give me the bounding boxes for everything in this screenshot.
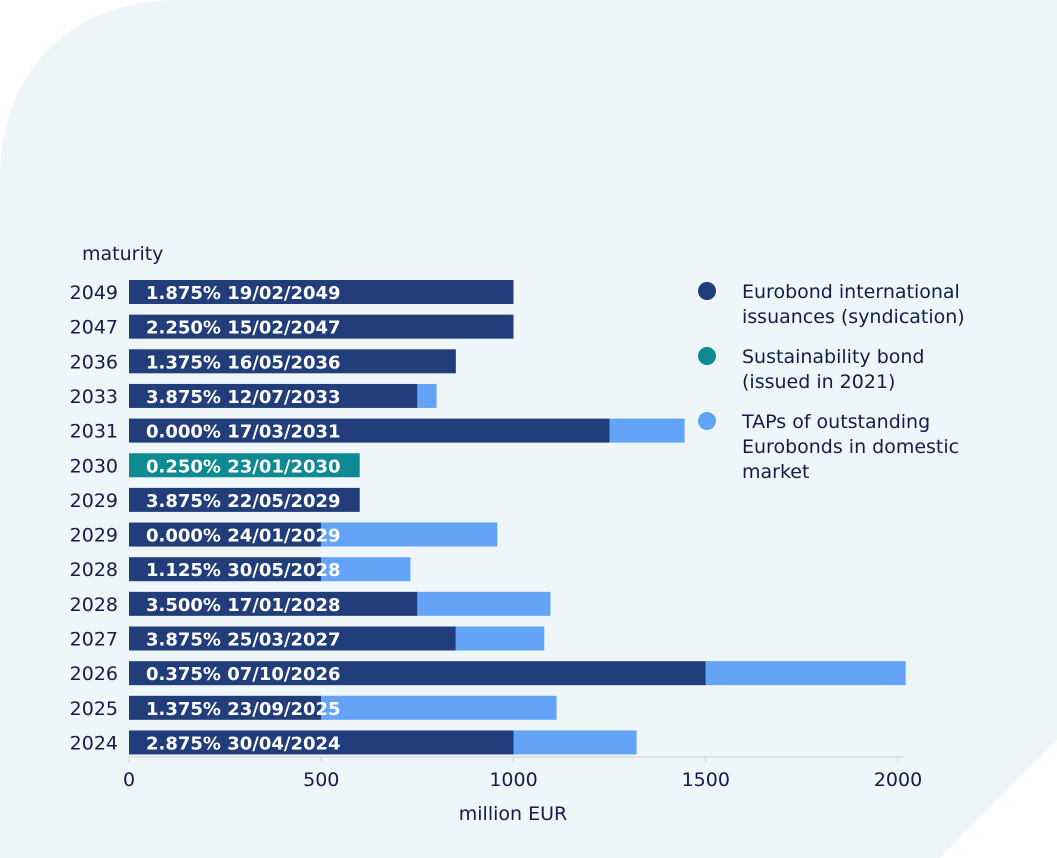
legend-label: (issued in 2021) (742, 371, 895, 393)
legend-label: Eurobond international (742, 281, 960, 303)
legend-label: TAPs of outstanding (741, 411, 930, 433)
legend: Eurobond international issuances (syndica… (698, 281, 965, 483)
bar-2025-series-2-row-12 (321, 695, 557, 720)
legend-label: market (742, 461, 809, 483)
x-axis: 0 500 1000 1500 2000 (123, 756, 922, 791)
bar-2028-series-0-row-9 (129, 591, 418, 616)
y-tick-label: 2026 (70, 663, 118, 685)
bar-label: 2.875% 30/04/2024 (146, 733, 341, 754)
y-tick-label: 2030 (70, 455, 118, 477)
bar-2033-series-2-row-3 (417, 383, 437, 408)
bar-2029-series-2-row-7 (321, 522, 498, 547)
bar-2029-series-0-row-7 (129, 522, 322, 547)
y-tick-label: 2036 (70, 351, 118, 373)
legend-item-2: TAPs of outstanding Eurobonds in domestic… (698, 411, 959, 483)
x-tick-label: 500 (303, 769, 339, 791)
bar-2030-series-1-row-5 (129, 453, 360, 478)
bar-label: 1.875% 19/02/2049 (146, 283, 341, 304)
y-tick-label: 2028 (70, 594, 118, 616)
bar-label: 3.875% 12/07/2033 (146, 387, 341, 408)
bar-2029-series-0-row-6 (129, 487, 360, 512)
bar-2028-series-2-row-9 (417, 591, 551, 616)
y-tick-label: 2029 (70, 525, 118, 547)
bar-label: 0.375% 07/10/2026 (146, 664, 341, 685)
y-tick-label: 2029 (70, 490, 118, 512)
y-tick-label: 2025 (70, 698, 118, 720)
bar-label: 1.375% 23/09/2025 (146, 699, 341, 720)
bar-label: 2.250% 15/02/2047 (146, 318, 341, 339)
bar-2031-series-2-row-4 (609, 418, 685, 443)
bar-label: 0.250% 23/01/2030 (146, 456, 341, 477)
bar-2031-series-0-row-4 (129, 418, 610, 443)
y-tick-label: 2024 (70, 732, 118, 754)
y-tick-label: 2033 (70, 386, 118, 408)
bar-2049-series-0-row-0 (129, 280, 514, 304)
bar-label: 3.875% 22/05/2029 (146, 491, 341, 512)
y-tick-label: 2049 (70, 282, 118, 304)
x-tick-label: 1000 (489, 769, 537, 791)
legend-label: Eurobonds in domestic (742, 436, 959, 458)
x-tick-label: 1500 (682, 769, 730, 791)
legend-label: issuances (syndication) (742, 306, 965, 328)
y-tick-label: 2027 (70, 629, 118, 651)
bar-2028-series-2-row-8 (321, 557, 411, 582)
y-tick-label: 2028 (70, 559, 118, 581)
bar-label: 3.500% 17/01/2028 (146, 595, 341, 616)
bar-2026-series-2-row-11 (705, 661, 906, 686)
bar-labels: 1.875% 19/02/2049 2.250% 15/02/2047 1.375%… (146, 283, 341, 754)
x-tick-label: 0 (123, 769, 135, 791)
x-tick-label: 2000 (874, 769, 922, 791)
bar-label: 3.875% 25/03/2027 (146, 630, 341, 651)
bar-2033-series-0-row-3 (129, 383, 418, 408)
bar-2027-series-2-row-10 (455, 626, 545, 651)
legend-item-1: Sustainability bond (issued in 2021) (698, 346, 924, 393)
bar-label: 1.375% 16/05/2036 (146, 352, 341, 373)
x-axis-title: million EUR (459, 803, 567, 825)
bar-2027-series-0-row-10 (129, 626, 456, 651)
y-tick-labels: 2049 2047 2036 2033 2031 2030 2029 2029 2028 2028… (70, 282, 118, 754)
legend-label: Sustainability bond (742, 346, 924, 368)
legend-marker (698, 347, 716, 365)
y-tick-label: 2031 (70, 421, 118, 443)
y-axis-title: maturity (82, 243, 163, 265)
bar-label: 1.125% 30/05/2028 (146, 560, 341, 581)
bar-2028-series-0-row-8 (129, 557, 322, 582)
bar-2024-series-0-row-13 (129, 730, 514, 755)
bar-2036-series-0-row-2 (129, 349, 456, 374)
bars-layer (129, 280, 906, 755)
bar-2024-series-2-row-13 (513, 730, 637, 755)
legend-marker (698, 412, 716, 430)
bar-2047-series-0-row-1 (129, 314, 514, 339)
y-tick-label: 2047 (70, 317, 118, 339)
legend-item-0: Eurobond international issuances (syndica… (698, 281, 965, 328)
bar-label: 0.000% 24/01/2029 (146, 526, 341, 547)
legend-marker (698, 282, 716, 300)
bar-2026-series-0-row-11 (129, 661, 706, 686)
bar-label: 0.000% 17/03/2031 (146, 422, 341, 443)
bar-2025-series-0-row-12 (129, 695, 322, 720)
